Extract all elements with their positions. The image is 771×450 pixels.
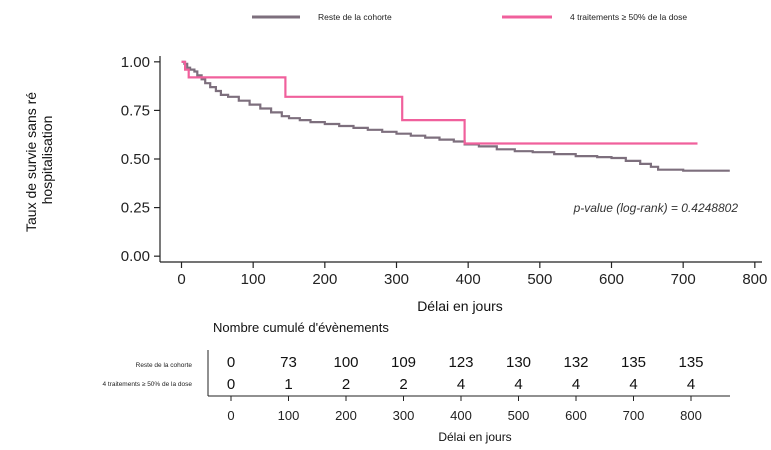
- risk-tick-label: 700: [623, 408, 645, 423]
- risk-table-title: Nombre cumulé d'évènements: [213, 320, 389, 335]
- risk-table-x-axis-title: Délai en jours: [438, 430, 511, 444]
- risk-cell: 73: [280, 354, 297, 371]
- risk-tick-label: 600: [565, 408, 587, 423]
- risk-cells: 0 73 100 109 123 130 132 135 135 0 1 2 2 4 4 4 4 4: [227, 354, 704, 393]
- risk-tick-label: 200: [335, 408, 357, 423]
- risk-cell: 4: [687, 376, 695, 393]
- x-ticks: 0 100 200 300 400 500 600 700 800: [177, 262, 767, 288]
- y-axis-title-line1: Taux de survie sans ré: [23, 92, 39, 232]
- risk-tick-label: 300: [393, 408, 415, 423]
- risk-row-label-cohort: Reste de la cohorte: [136, 362, 193, 369]
- risk-cell: 0: [227, 376, 235, 393]
- risk-cell: 2: [342, 376, 350, 393]
- risk-tick-label: 400: [450, 408, 472, 423]
- risk-cell: 0: [227, 354, 235, 371]
- y-tick-label: 0.25: [121, 200, 150, 217]
- x-tick-label: 400: [456, 271, 481, 288]
- p-value-annotation: p-value (log-rank) = 0.4248802: [573, 201, 739, 215]
- risk-cell: 1: [284, 376, 292, 393]
- x-tick-label: 700: [671, 271, 696, 288]
- y-tick-label: 0.50: [121, 151, 150, 168]
- x-tick-label: 800: [742, 271, 767, 288]
- risk-cell: 4: [514, 376, 522, 393]
- risk-tick-label: 100: [278, 408, 300, 423]
- risk-table: Nombre cumulé d'évènements Reste de la c…: [102, 320, 730, 444]
- y-tick-label: 0.00: [121, 248, 150, 265]
- series-line-cohort: [181, 60, 730, 172]
- risk-cell: 100: [333, 354, 358, 371]
- x-tick-label: 100: [241, 271, 266, 288]
- risk-ticks: 0 100 200 300 400 500 600 700 800: [227, 396, 702, 423]
- risk-cell: 130: [506, 354, 531, 371]
- legend-label-treatment: 4 traitements ≥ 50% de la dose: [570, 12, 687, 22]
- risk-tick-label: 0: [227, 408, 234, 423]
- y-ticks: 0.00 0.25 0.50 0.75 1.00: [121, 54, 160, 265]
- y-axis-title-line2: hospitalisation: [39, 116, 55, 205]
- risk-cell: 2: [399, 376, 407, 393]
- legend: Reste de la cohorte 4 traitements ≥ 50% …: [252, 12, 687, 22]
- risk-tick-label: 800: [680, 408, 702, 423]
- risk-cell: 132: [563, 354, 588, 371]
- risk-cell: 109: [391, 354, 416, 371]
- x-tick-label: 300: [384, 271, 409, 288]
- risk-cell: 135: [678, 354, 703, 371]
- risk-row-label-treatment: 4 traitements ≥ 50% de la dose: [102, 381, 192, 388]
- risk-cell: 4: [572, 376, 580, 393]
- x-tick-label: 0: [177, 271, 185, 288]
- series-layer: [181, 60, 730, 172]
- x-tick-label: 500: [527, 271, 552, 288]
- risk-cell: 135: [621, 354, 646, 371]
- risk-cell: 4: [457, 376, 465, 393]
- risk-tick-label: 500: [508, 408, 530, 423]
- y-axis-title: Taux de survie sans ré hospitalisation: [23, 88, 55, 232]
- risk-cell: 123: [448, 354, 473, 371]
- y-tick-label: 0.75: [121, 102, 150, 119]
- x-tick-label: 200: [312, 271, 337, 288]
- x-tick-label: 600: [599, 271, 624, 288]
- series-line-treatment: [181, 60, 698, 145]
- x-axis-title: Délai en jours: [417, 298, 503, 314]
- legend-label-cohort: Reste de la cohorte: [318, 12, 392, 22]
- y-tick-label: 1.00: [121, 54, 150, 71]
- risk-cell: 4: [629, 376, 637, 393]
